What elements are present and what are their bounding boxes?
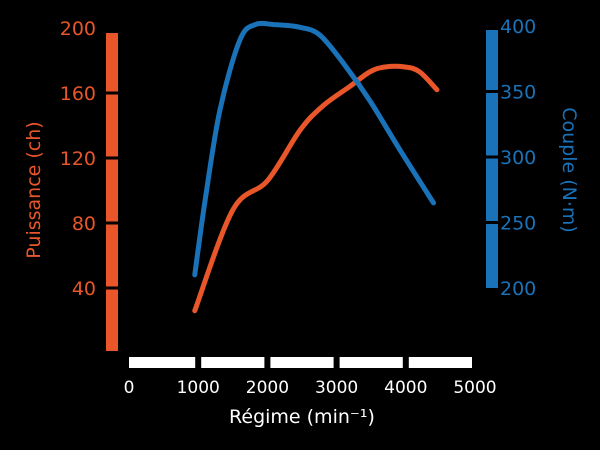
left-tick-label: 40 <box>72 278 96 300</box>
x-tick-label: 1000 <box>177 378 220 398</box>
left-tick-label: 160 <box>60 83 96 105</box>
left-tick-mark <box>104 91 120 95</box>
right-tick-label: 250 <box>500 213 536 235</box>
left-tick-mark <box>104 221 120 225</box>
left-axis-spine <box>106 33 118 351</box>
x-tick-label: 4000 <box>384 378 427 398</box>
x-axis-segment <box>129 357 196 368</box>
x-axis-label: Régime (min⁻¹) <box>229 406 375 428</box>
left-tick-label: 80 <box>72 213 96 235</box>
right-tick-mark <box>484 155 500 159</box>
power-line <box>192 63 440 314</box>
left-tick-label: 120 <box>60 148 96 170</box>
torque-line <box>192 20 436 278</box>
x-axis-segment <box>201 357 265 368</box>
right-tick-mark <box>484 90 500 93</box>
x-axis-segment <box>408 357 472 368</box>
right-tick-label: 400 <box>500 16 536 38</box>
x-tick-label: 5000 <box>453 378 496 398</box>
right-tick-label: 200 <box>500 278 536 300</box>
x-tick-label: 3000 <box>315 378 358 398</box>
series-group <box>192 20 440 314</box>
x-axis-segment <box>270 357 334 368</box>
left-axis-label: Puissance (ch) <box>23 121 45 258</box>
x-axis: 0 1000 2000 3000 4000 5000 <box>124 357 497 398</box>
left-tick-label: 200 <box>60 18 96 40</box>
x-axis-segment <box>339 357 403 368</box>
right-tick-label: 350 <box>500 82 536 104</box>
right-axis-spine <box>486 30 498 288</box>
right-tick-mark <box>484 221 500 224</box>
left-axis: 40 80 120 160 200 <box>60 18 120 351</box>
x-tick-label: 2000 <box>246 378 289 398</box>
right-tick-label: 300 <box>500 147 536 169</box>
right-axis: 200 250 300 350 400 <box>484 16 536 300</box>
left-tick-mark <box>104 286 120 290</box>
x-tick-label: 0 <box>124 378 135 398</box>
left-tick-mark <box>104 156 120 160</box>
right-axis-label: Couple (N·m) <box>558 107 580 233</box>
